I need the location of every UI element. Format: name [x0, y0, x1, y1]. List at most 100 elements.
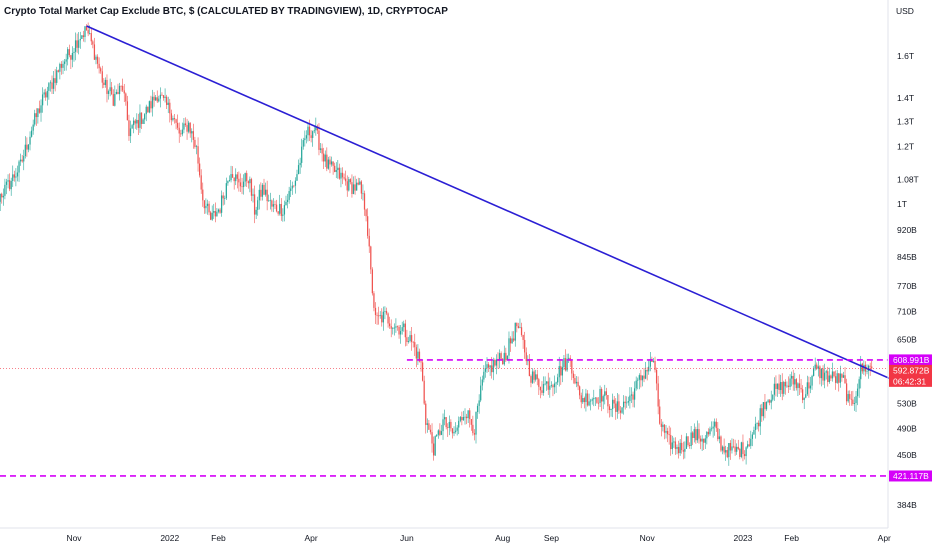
candle-body: [351, 182, 353, 194]
candle: [726, 447, 728, 459]
candle-body: [436, 434, 438, 437]
candle-body: [467, 410, 469, 419]
candle-body: [68, 49, 70, 56]
candle: [827, 366, 829, 387]
candle: [118, 82, 121, 101]
candle: [155, 94, 157, 101]
candle-body: [129, 128, 132, 137]
candle: [494, 358, 496, 368]
candle-body: [765, 401, 768, 410]
candle-body: [552, 385, 554, 388]
candle-body: [795, 379, 797, 389]
candle-body: [140, 112, 143, 124]
candle-body: [542, 384, 545, 393]
candle-body: [633, 388, 636, 400]
candle-body: [0, 193, 1, 202]
candle: [737, 439, 739, 451]
candle-body: [758, 422, 760, 427]
candle: [122, 78, 124, 93]
candle-body: [308, 126, 311, 136]
candle: [590, 398, 592, 411]
candle-body: [696, 429, 699, 441]
candle-body: [27, 144, 30, 150]
candle: [352, 176, 355, 195]
candle: [814, 357, 816, 371]
candle: [646, 367, 648, 381]
candle-body: [666, 431, 669, 435]
candle: [90, 28, 92, 46]
candle: [701, 435, 703, 451]
candle-body: [491, 365, 493, 373]
candle-body: [761, 408, 763, 417]
candle-body: [469, 410, 471, 420]
price-axis[interactable]: 1.6T 1.4T 1.3T 1.2T 1.08T 1T 920B 845B 770B 710B 6…: [897, 51, 919, 510]
candle: [560, 359, 562, 385]
candle: [114, 85, 116, 107]
candle: [41, 87, 44, 113]
candle: [597, 397, 600, 410]
candle: [786, 381, 788, 388]
candle-body: [464, 416, 466, 418]
candle-body: [89, 33, 91, 34]
candle-body: [740, 442, 743, 457]
candle: [860, 355, 862, 389]
candle-body: [459, 416, 461, 421]
candle-body: [101, 71, 103, 83]
candle-body: [770, 399, 772, 403]
candle-body: [574, 377, 576, 384]
candle-body: [622, 401, 625, 408]
candle: [183, 117, 185, 134]
candle: [480, 376, 482, 403]
candle-body: [49, 82, 52, 84]
candle-body: [684, 448, 686, 452]
candle-body: [264, 189, 267, 195]
candle: [345, 170, 347, 186]
candle: [662, 421, 664, 432]
candle-body: [142, 119, 144, 124]
candle-body: [38, 108, 41, 113]
candle-body: [547, 381, 549, 390]
candle: [32, 119, 34, 135]
candle-body: [260, 189, 262, 197]
candle: [316, 124, 319, 135]
candle: [596, 396, 598, 404]
candle: [374, 302, 377, 325]
candle-body: [151, 96, 154, 109]
candle: [698, 423, 700, 444]
candle-body: [539, 386, 542, 391]
candle-body: [544, 383, 546, 385]
time-tick-label: Feb: [784, 533, 799, 543]
candle-body: [312, 131, 314, 138]
candle: [414, 333, 416, 357]
candle: [63, 58, 66, 71]
candle: [297, 159, 300, 175]
candle: [649, 352, 651, 372]
candle-body: [177, 122, 179, 128]
candle: [622, 395, 625, 415]
candle: [150, 95, 152, 113]
candle: [38, 100, 41, 114]
candle: [712, 421, 714, 438]
candle: [125, 92, 127, 106]
time-axis[interactable]: Nov 2022 Feb Apr Jun Aug Sep Nov 2023 Feb Apr: [66, 533, 891, 543]
candle: [129, 120, 132, 144]
candle: [293, 185, 295, 188]
candle: [365, 208, 367, 222]
candle-body: [348, 179, 350, 191]
candle-body: [288, 191, 290, 200]
candle: [76, 33, 78, 53]
candle-body: [440, 431, 443, 435]
candle: [747, 440, 749, 449]
candle: [783, 380, 785, 397]
candle-body: [754, 423, 757, 431]
candle-body: [789, 378, 791, 387]
candle-body: [852, 399, 854, 404]
candle: [816, 362, 818, 371]
candle-body: [580, 395, 582, 403]
candle-body: [662, 424, 664, 427]
candle-body: [285, 201, 287, 206]
candle: [591, 397, 593, 405]
candle: [454, 422, 457, 434]
candle-body: [54, 78, 56, 83]
